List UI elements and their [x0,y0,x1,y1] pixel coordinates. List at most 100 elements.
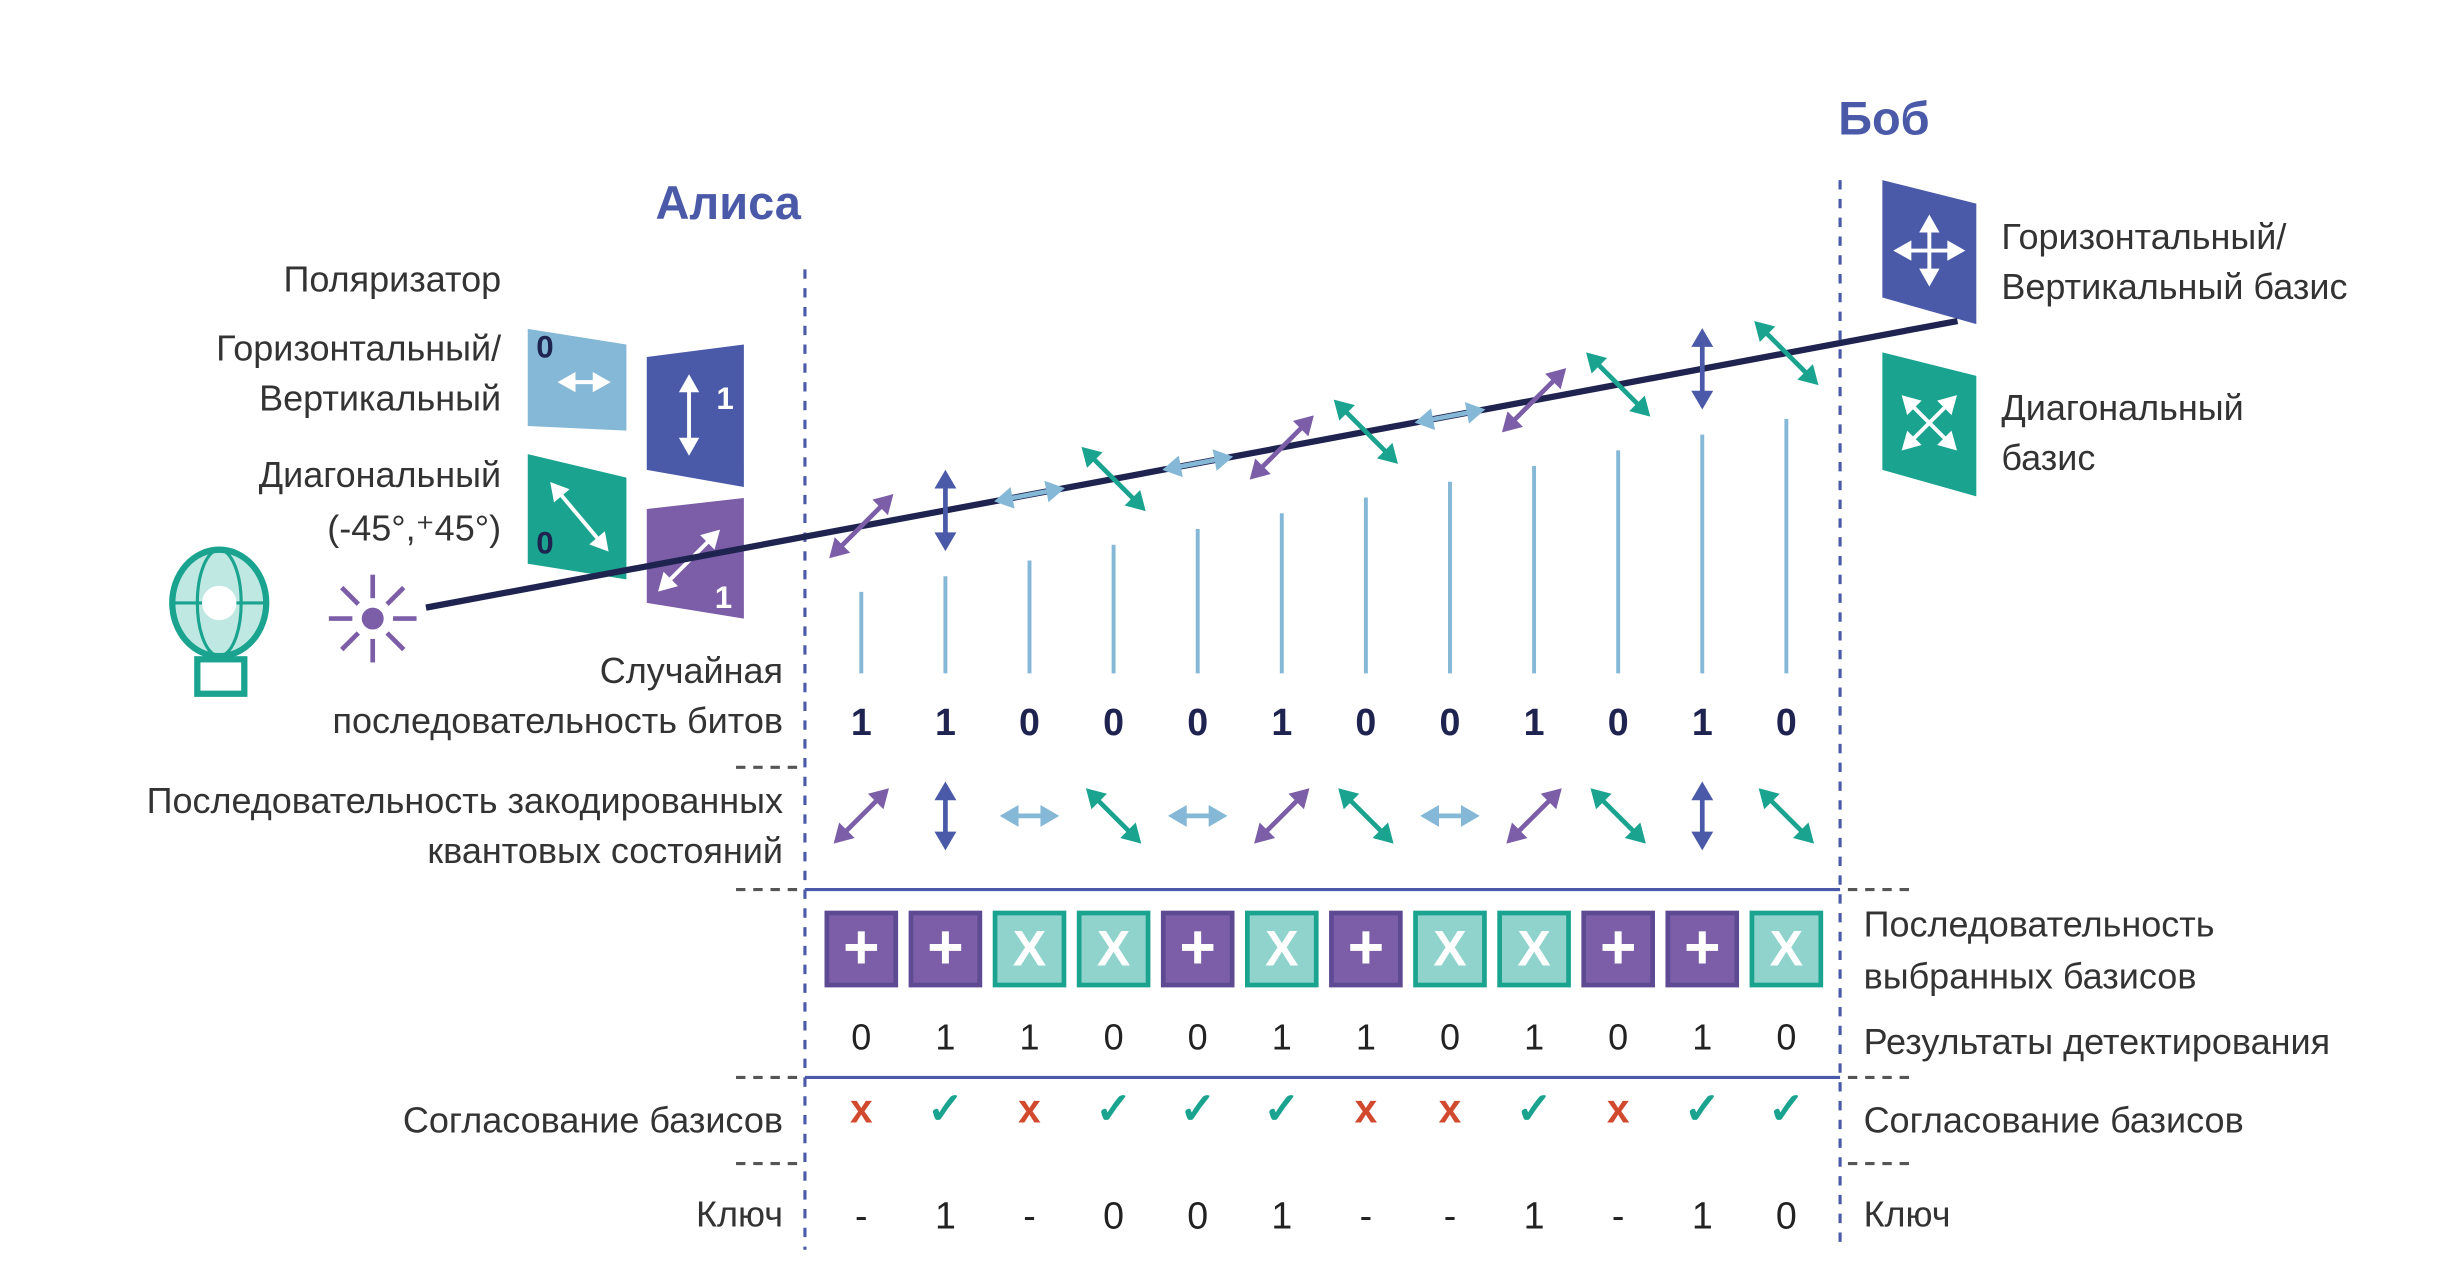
arrow-head [1758,788,1780,810]
source-glow [202,585,237,621]
label: (-45°,⁺45°) [327,507,501,548]
bit: 0 [1019,701,1040,743]
basis-symbol: + [1684,913,1721,983]
encoded-state [1506,788,1562,844]
label: Горизонтальный/ [2001,216,2286,257]
state-digit: 0 [536,525,553,560]
encoded-state [1420,804,1480,827]
basis-box [1665,910,1740,988]
detection: 0 [851,1016,871,1057]
arrow-shaft [1263,797,1301,835]
polarizer-v [646,344,744,488]
basis-box [1413,910,1487,988]
arrow-head [1249,458,1271,480]
arrow-head [1937,430,1958,451]
agreement: x [1018,1086,1041,1132]
arrow-head [1212,449,1234,471]
bit: 1 [1692,701,1713,743]
photon [934,469,957,552]
arrow-shaft [838,503,885,550]
state-digit: 1 [715,580,732,615]
polarization-arrow [1919,214,1940,287]
polarizer-h [527,328,627,431]
bit: 1 [1271,701,1292,743]
arrow-head [1044,480,1065,503]
arrow-shaft [1599,797,1637,835]
detection: 0 [1104,1016,1124,1057]
state-digit: 0 [536,330,553,365]
arrow-head [1691,831,1714,851]
detection: 1 [1019,1016,1039,1057]
key: - [1023,1194,1036,1236]
arrow-head [1208,804,1228,827]
bit: 0 [1103,701,1124,743]
bit: 0 [1608,701,1629,743]
diagram-layer: Алиса Боб Поляризатор Горизонтальный/Вертик… [147,92,2347,1250]
polarization-arrow [550,482,609,552]
label: последовательность битов [332,700,783,741]
arrow-head [1590,788,1612,810]
photon [1081,446,1146,512]
bit: 0 [1776,701,1797,743]
arrow-shaft [1347,797,1385,835]
basis-symbol: X [1265,920,1298,976]
arrow-head [833,822,855,844]
key: - [855,1194,868,1236]
basis-box [1160,910,1235,988]
arrow-head [1460,804,1480,827]
arrow-head [589,531,609,552]
arrow-head [1372,822,1394,844]
polarization-arrow [1901,395,1958,451]
encoded-state [1758,788,1815,844]
basis-symbol: + [1348,913,1385,983]
basis-symbol: X [1517,920,1550,976]
arrow-head [1919,268,1940,287]
emitter-ray [340,631,360,652]
key: 0 [1776,1194,1797,1236]
arrow-shaft [1094,797,1133,835]
alice-label: Алиса [655,176,801,229]
arrow-head [1414,408,1436,430]
arrow-head [700,529,721,550]
bit: 1 [935,701,956,743]
agreement: x [1355,1086,1378,1132]
photon [1414,402,1486,430]
arrow-head [1691,781,1714,801]
detection: 0 [1776,1016,1796,1057]
emitter-ray [385,585,406,606]
arrow-head [1506,822,1528,844]
encoded-state [1338,788,1394,844]
label: Вертикальный базис [2001,266,2347,307]
detection: 0 [1188,1016,1208,1057]
basis-symbol: X [1433,920,1466,976]
arrow-shaft [1510,377,1558,424]
basis-box [1329,910,1403,988]
basis-box [1749,910,1824,988]
agreement: ✓ [1684,1084,1721,1133]
key: - [1444,1194,1457,1236]
detection: 1 [1692,1016,1712,1057]
agreement: ✓ [927,1084,964,1133]
arrow-head [1040,804,1060,827]
basis-symbol: + [1600,913,1637,983]
label: Последовательность закодированных [147,780,783,821]
polarization-arrow [678,374,700,456]
bit: 0 [1187,701,1208,743]
arrow-shaft [1767,797,1806,835]
emitter-ray [385,631,406,652]
key: 1 [1271,1194,1292,1236]
arrow-head [1292,415,1314,437]
arrow-head [1420,804,1440,827]
label: Последовательность [1864,904,2215,945]
arrow-head [1947,240,1966,261]
basis-box [1244,910,1319,988]
arrow-head [1120,822,1142,844]
photon [1333,399,1399,464]
arrow-head [1501,411,1524,433]
arrow-head [1376,442,1399,464]
arrow-head [1333,399,1355,421]
arrow-head [1754,320,1776,342]
label: Диагональный [259,454,501,495]
